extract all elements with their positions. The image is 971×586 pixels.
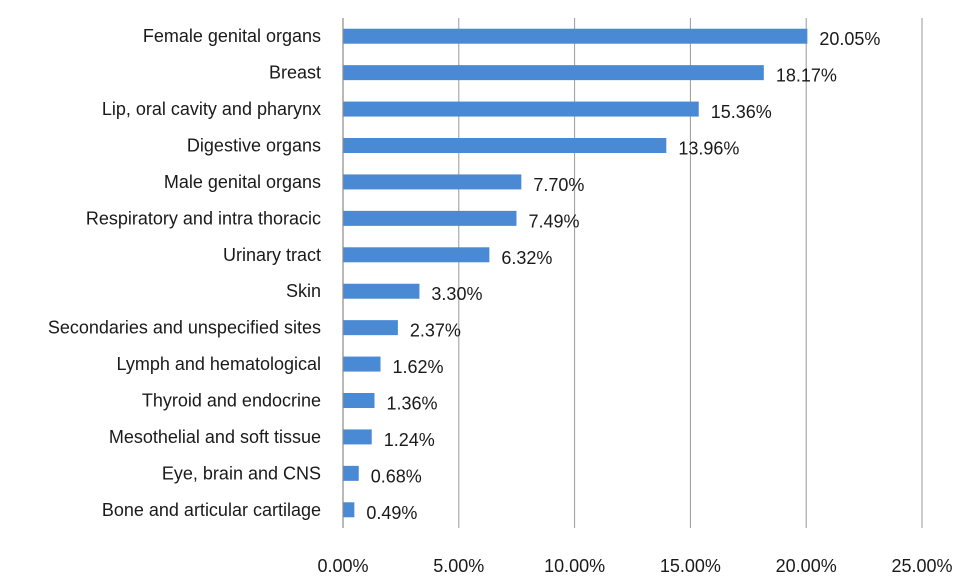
- category-label: Mesothelial and soft tissue: [109, 427, 321, 447]
- value-label: 1.36%: [386, 394, 437, 414]
- bar: [343, 429, 372, 445]
- category-label: Secondaries and unspecified sites: [48, 318, 321, 338]
- bar: [343, 138, 667, 153]
- x-tick-label: 20.00%: [776, 556, 837, 576]
- value-label: 7.70%: [533, 175, 584, 195]
- value-label: 7.49%: [528, 211, 579, 231]
- x-tick-label: 25.00%: [891, 556, 952, 576]
- bar: [343, 283, 420, 299]
- bar: [343, 174, 522, 190]
- bar: [343, 465, 359, 481]
- category-labels: Female genital organs Breast Lip, oral cav…: [48, 26, 321, 520]
- category-label: Skin: [286, 281, 321, 301]
- bar: [343, 247, 490, 263]
- category-label: Eye, brain and CNS: [162, 463, 321, 483]
- bar: [343, 65, 764, 81]
- gridlines: [458, 18, 923, 528]
- bar: [343, 101, 699, 117]
- category-label: Lip, oral cavity and pharynx: [102, 99, 321, 119]
- category-label: Breast: [269, 63, 321, 83]
- value-label: 15.36%: [711, 102, 772, 122]
- value-label: 20.05%: [819, 29, 880, 49]
- bar: [343, 210, 517, 226]
- category-label: Bone and articular cartilage: [102, 500, 321, 520]
- bar: [343, 320, 398, 336]
- value-labels: 20.05% 18.17%15.36% 13.96% 7.70% 7.49% 6.32% 3…: [366, 29, 880, 523]
- value-label: 0.68%: [371, 466, 422, 486]
- value-label: 0.49%: [366, 503, 417, 523]
- bar: [343, 502, 355, 518]
- value-label: 1.62%: [393, 357, 444, 377]
- category-label: Digestive organs: [187, 136, 321, 156]
- bars: [343, 28, 808, 518]
- category-label: Female genital organs: [143, 26, 321, 46]
- bar: [343, 28, 808, 44]
- x-tick-label: 0.00%: [317, 556, 368, 576]
- x-tick-label: 10.00%: [544, 556, 605, 576]
- value-label: 2.37%: [410, 321, 461, 341]
- bar: [343, 356, 381, 372]
- value-label: 1.24%: [384, 430, 435, 450]
- category-label: Male genital organs: [164, 172, 321, 192]
- value-label: 3.30%: [431, 284, 482, 304]
- x-tick-label: 15.00%: [660, 556, 721, 576]
- bar: [343, 393, 375, 408]
- category-label: Lymph and hematological: [117, 354, 321, 374]
- category-label: Thyroid and endocrine: [142, 391, 321, 411]
- category-label: Respiratory and intra thoracic: [86, 208, 321, 228]
- value-label: 6.32%: [501, 248, 552, 268]
- value-label: 18.17%: [776, 66, 837, 86]
- x-tick-labels: 0.00% 5.00% 10.00% 15.00% 20.00% 25.00%: [317, 556, 952, 576]
- category-label: Urinary tract: [223, 245, 321, 265]
- value-label: 13.96%: [678, 139, 739, 159]
- x-tick-label: 5.00%: [433, 556, 484, 576]
